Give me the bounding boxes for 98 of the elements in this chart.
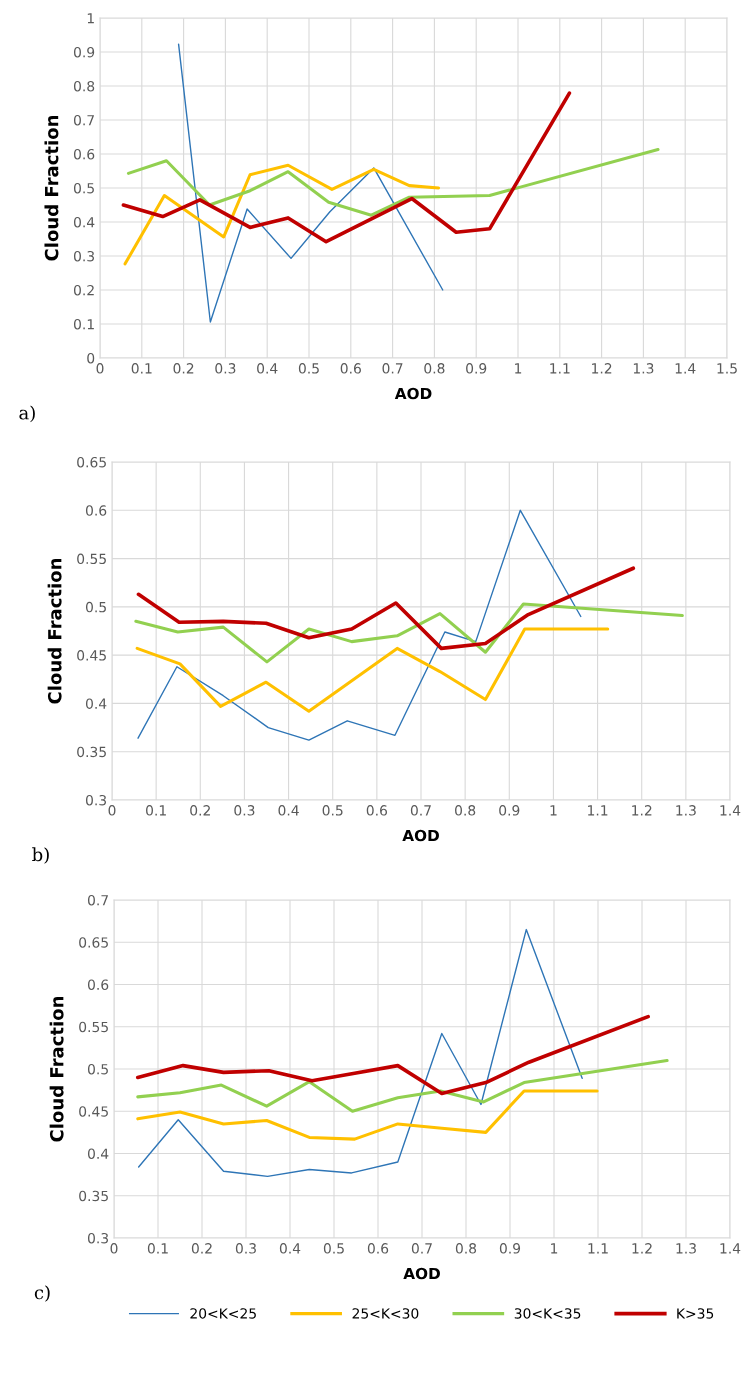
x-tick-label: 0.4 [257,363,278,374]
x-axis-title: AOD [402,829,439,842]
y-tick-label: 0 [87,352,95,364]
x-tick-label: 1 [515,363,522,374]
legend-label: 25<K<30 [352,1308,419,1319]
y-tick-label: 0.5 [87,1063,108,1075]
x-tick-label: 0.6 [366,805,388,816]
x-tick-label: 0.4 [278,805,299,816]
x-tick-label: 0.5 [323,1243,344,1254]
x-tick-label: 0.3 [215,363,236,374]
x-tick-label: 0.8 [455,1243,477,1254]
y-tick-label: 0.45 [79,1106,108,1117]
x-tick-label: 0.2 [191,1243,212,1254]
y-tick-label: 0.65 [79,937,108,948]
y-tick-label: 0.8 [73,80,95,92]
y-axis-title: Cloud Fraction [49,996,64,1142]
line-series [136,566,636,651]
line-series [123,163,441,266]
x-tick-label: 0.4 [279,1243,301,1254]
x-tick-label: 0.8 [424,363,445,374]
line-series [135,1014,650,1096]
x-tick-label: 0.5 [322,805,343,816]
y-tick-label: 0.6 [87,979,109,990]
x-tick-label: 0.5 [298,363,319,374]
line-series [136,1059,669,1113]
y-tick-label: 0.6 [85,505,107,516]
x-tick-label: 0.2 [173,363,194,374]
y-tick-label: 0.7 [87,894,108,906]
y-tick-label: 0.9 [73,46,95,58]
x-tick-label: 0.7 [410,805,431,816]
y-tick-label: 0.35 [79,1190,108,1202]
text: b) [32,847,49,864]
x-tick-label: 0 [110,1243,118,1254]
x-tick-label: 1.4 [720,805,741,816]
x-tick-label: 0.7 [382,363,403,374]
line-series [137,928,583,1178]
y-tick-label: 1 [87,13,94,24]
y-tick-label: 0.3 [73,250,95,262]
line-series [121,91,572,244]
line-series [135,627,610,713]
x-tick-label: 0.1 [131,363,152,374]
y-tick-label: 0.2 [73,284,94,296]
x-tick-label: 0.7 [411,1243,432,1254]
x-tick-label: 0.3 [235,1243,256,1254]
y-axis-title: Cloud Fraction [44,115,59,261]
text: a) [19,405,35,423]
x-tick-label: 1.2 [632,1243,652,1254]
x-tick-label: 1.2 [632,805,652,816]
y-tick-label: 0.45 [77,650,106,661]
y-tick-label: 0.65 [77,456,106,468]
y-axis-title: Cloud Fraction [47,558,62,704]
line-series [137,509,582,741]
x-axis-title: AOD [394,387,432,400]
x-tick-label: 1.3 [676,805,696,816]
y-tick-label: 0.35 [77,746,106,758]
x-tick-label: 0.1 [147,1243,168,1254]
line-series [126,148,660,217]
legend-label: 30<K<35 [514,1308,581,1319]
y-tick-label: 0.55 [79,1021,108,1033]
y-tick-label: 0.6 [73,148,95,160]
legend-label: K>35 [677,1308,714,1319]
x-tick-label: 0.6 [367,1243,389,1254]
x-tick-label: 1 [550,805,557,816]
x-tick-label: 1.3 [633,363,654,374]
x-axis-title: AOD [403,1267,440,1280]
x-tick-label: 1.3 [676,1243,696,1254]
x-tick-label: 1.2 [592,363,612,374]
x-tick-label: 1.1 [588,805,608,816]
x-tick-label: 1 [551,1243,558,1254]
x-tick-label: 0.6 [340,363,361,374]
x-tick-label: 1.4 [675,363,696,374]
x-tick-label: 1.1 [588,1243,608,1254]
x-tick-label: 0 [108,805,116,816]
text: c) [34,1285,50,1302]
x-tick-label: 0.1 [146,805,166,816]
y-tick-label: 0.5 [85,601,106,613]
y-tick-label: 0.4 [87,1148,109,1159]
x-tick-label: 0.9 [466,363,487,374]
x-tick-label: 0.9 [499,1243,521,1254]
x-tick-label: 0.9 [499,805,520,816]
y-tick-label: 0.7 [73,114,94,126]
x-tick-label: 1.4 [720,1243,741,1254]
x-tick-label: 1.5 [717,363,737,374]
line-series [136,1089,599,1141]
x-tick-label: 1.1 [550,363,570,374]
line-series [177,43,444,323]
line-series [134,602,684,664]
legend-label: 20<K<25 [190,1308,256,1319]
y-tick-label: 0.3 [87,1232,109,1244]
y-tick-label: 0.5 [73,182,94,194]
y-tick-label: 0.3 [85,794,107,806]
x-tick-label: 0.3 [234,805,255,816]
y-tick-label: 0.1 [73,318,94,330]
x-tick-label: 0.2 [190,805,210,816]
y-tick-label: 0.4 [73,216,95,228]
y-tick-label: 0.55 [77,553,106,565]
x-tick-label: 0.8 [455,805,476,816]
y-tick-label: 0.4 [85,698,107,709]
